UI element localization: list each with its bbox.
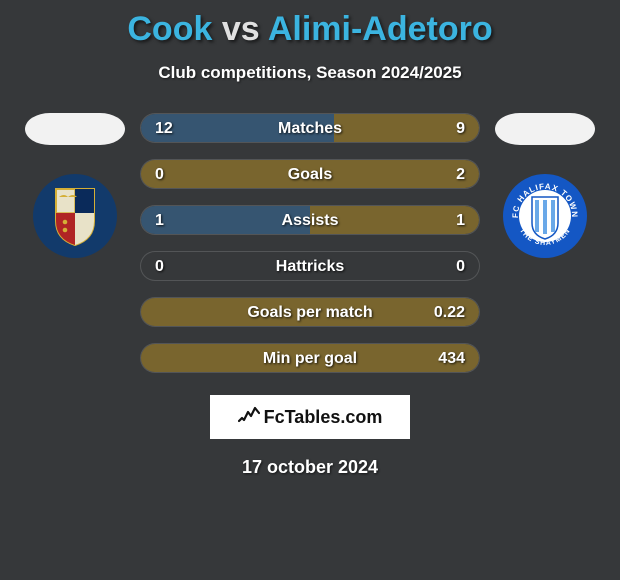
- player-left-avatar-placeholder: [25, 113, 125, 145]
- player-right-avatar-placeholder: [495, 113, 595, 145]
- stat-row: 12 9 Matches: [140, 113, 480, 143]
- stat-value-right: 9: [456, 114, 465, 143]
- title-right: Alimi-Adetoro: [268, 10, 493, 48]
- stat-value-right: 434: [438, 344, 465, 373]
- stat-value-left: 0: [155, 160, 164, 189]
- brand-box[interactable]: FcTables.com: [210, 395, 410, 439]
- stat-row: 1 1 Assists: [140, 205, 480, 235]
- player-left-column: [20, 113, 130, 259]
- stat-value-left: 0: [155, 252, 164, 281]
- wealdstone-badge-icon: [32, 173, 118, 259]
- stat-value-left: 12: [155, 114, 173, 143]
- stat-value-right: 0: [456, 252, 465, 281]
- page-title: Cook vs Alimi-Adetoro: [0, 0, 620, 49]
- subtitle: Club competitions, Season 2024/2025: [0, 63, 620, 83]
- stat-label: Goals per match: [247, 298, 372, 327]
- stat-value-right: 0.22: [434, 298, 465, 327]
- stat-row: 0 2 Goals: [140, 159, 480, 189]
- stat-label: Goals: [288, 160, 332, 189]
- stat-value-right: 2: [456, 160, 465, 189]
- stat-label: Assists: [282, 206, 339, 235]
- stat-row: 0 0 Hattricks: [140, 251, 480, 281]
- stat-row: 0.22 Goals per match: [140, 297, 480, 327]
- brand-text: FcTables.com: [264, 407, 383, 428]
- title-mid: vs: [212, 10, 267, 48]
- club-badge-right: FC HALIFAX TOWN THE SHAYMEN: [502, 173, 588, 259]
- stat-row: 434 Min per goal: [140, 343, 480, 373]
- player-right-column: FC HALIFAX TOWN THE SHAYMEN: [490, 113, 600, 259]
- compare-area: 12 9 Matches 0 2 Goals 1 1 Assists 0 0 Hattricks 0.2…: [0, 113, 620, 373]
- club-badge-left: [32, 173, 118, 259]
- date-line: 17 october 2024: [0, 457, 620, 478]
- stat-value-right: 1: [456, 206, 465, 235]
- stat-label: Matches: [278, 114, 342, 143]
- halifax-badge-icon: FC HALIFAX TOWN THE SHAYMEN: [502, 173, 588, 259]
- stats-column: 12 9 Matches 0 2 Goals 1 1 Assists 0 0 Hattricks 0.2…: [140, 113, 480, 373]
- stat-label: Min per goal: [263, 344, 357, 373]
- stat-value-left: 1: [155, 206, 164, 235]
- title-left: Cook: [127, 10, 212, 48]
- sparkline-icon: [238, 406, 260, 429]
- stat-label: Hattricks: [276, 252, 344, 281]
